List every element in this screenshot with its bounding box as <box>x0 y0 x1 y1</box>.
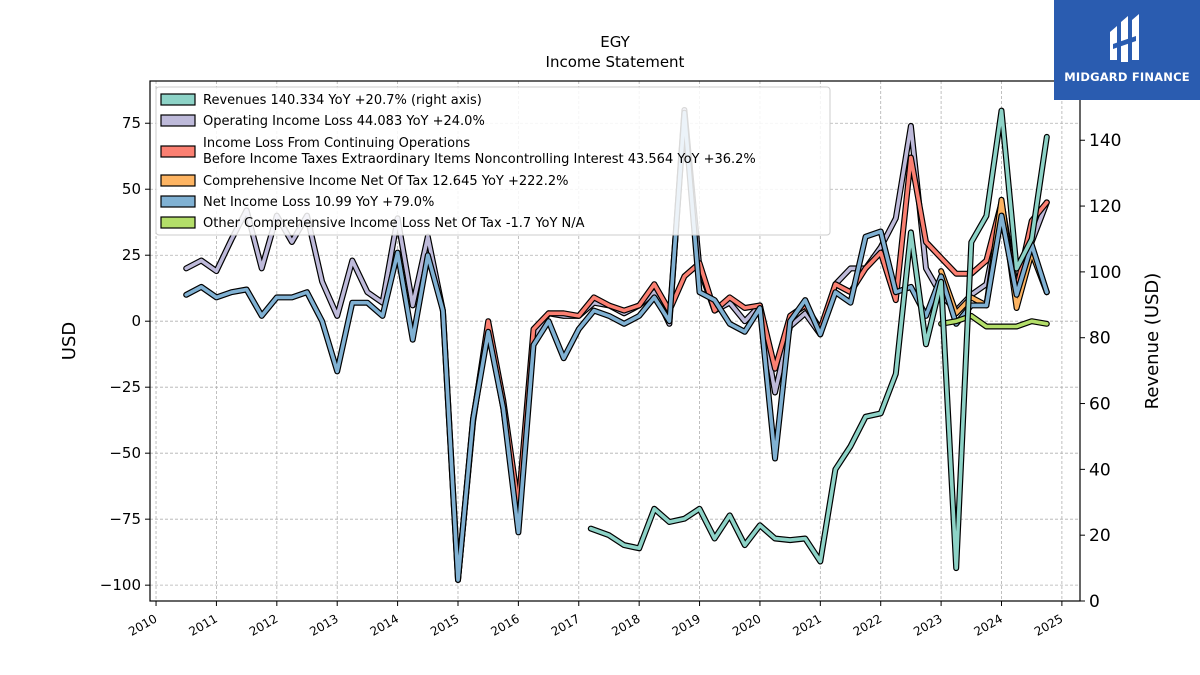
x-tick-label: 2014 <box>368 611 401 638</box>
plot-frame <box>149 80 1081 602</box>
legend-item-income-before-taxes: Income Loss From Continuing Operations B… <box>160 136 756 167</box>
legend-item-revenues: Revenues 140.334 YoY +20.7% (right axis) <box>160 93 482 108</box>
legend-swatch-revenues <box>160 93 196 106</box>
chart-subtitle: Income Statement <box>546 53 685 71</box>
y-right-tick-label: 100 <box>1089 263 1121 283</box>
y-tick-label: −25 <box>109 378 141 396</box>
x-tick-label: 2022 <box>851 611 884 638</box>
x-tick-label: 2015 <box>428 611 461 638</box>
y-tick-label: 0 <box>131 312 141 330</box>
legend-label-revenues: Revenues 140.334 YoY +20.7% (right axis) <box>203 93 482 108</box>
legend-item-operating-income: Operating Income Loss 44.083 YoY +24.0% <box>160 114 485 129</box>
x-tick-label: 2021 <box>790 611 823 638</box>
x-tick-label: 2025 <box>1032 611 1065 638</box>
legend-label-net-income: Net Income Loss 10.99 YoY +79.0% <box>203 195 434 210</box>
logo-mark-icon <box>1054 0 1200 100</box>
legend-label-income-before-taxes-line2: Before Income Taxes Extraordinary Items … <box>203 152 756 167</box>
y-right-tick-label: 20 <box>1089 526 1111 546</box>
series-line-income-loss-from-continuing-operations-b <box>456 155 1049 582</box>
x-tick-label: 2018 <box>609 611 642 638</box>
y-tick-label: 25 <box>122 246 141 264</box>
x-tick-label: 2016 <box>488 611 521 638</box>
series-lines <box>183 107 1050 583</box>
x-tick-label: 2017 <box>549 611 582 638</box>
legend-item-comprehensive-income: Comprehensive Income Net Of Tax 12.645 Y… <box>160 174 568 189</box>
y-right-tick-label: 40 <box>1089 460 1111 480</box>
legend-swatch-net-income <box>160 195 196 208</box>
series-line-other-comprehensive-income-loss-net-of-t <box>939 314 1049 329</box>
x-tick-label: 2010 <box>126 611 159 638</box>
logo-text: MIDGARD FINANCE <box>1064 70 1190 84</box>
chart-title: EGY <box>600 33 630 51</box>
x-tick-label: 2023 <box>911 611 944 638</box>
legend-label-operating-income: Operating Income Loss 44.083 YoY +24.0% <box>203 114 485 129</box>
legend-label-comprehensive-income: Comprehensive Income Net Of Tax 12.645 Y… <box>203 174 568 189</box>
y-tick-label: 75 <box>122 114 141 132</box>
x-tick-label: 2012 <box>247 611 280 638</box>
legend-swatch-comprehensive-income <box>160 174 196 187</box>
y-right-tick-label: 0 <box>1089 592 1100 612</box>
legend-swatch-other-comprehensive <box>160 216 196 229</box>
legend-label-income-before-taxes-line1: Income Loss From Continuing Operations <box>203 136 470 151</box>
y-tick-label: −50 <box>109 444 141 462</box>
y-axis-label: USD <box>59 322 80 360</box>
legend: Revenues 140.334 YoY +20.7% (right axis)… <box>155 86 831 236</box>
x-tick-label: 2024 <box>972 611 1005 638</box>
legend-item-other-comprehensive: Other Comprehensive Income Loss Net Of T… <box>160 216 585 231</box>
y-right-tick-label: 80 <box>1089 329 1111 349</box>
legend-swatch-income-before-taxes <box>160 145 196 158</box>
y-right-tick-label: 140 <box>1089 131 1121 151</box>
y-axis-right-label: Revenue (USD) <box>1142 273 1163 410</box>
legend-label-other-comprehensive: Other Comprehensive Income Loss Net Of T… <box>203 216 585 231</box>
x-tick-label: 2019 <box>670 611 703 638</box>
x-tick-label: 2020 <box>730 611 763 638</box>
y-tick-label: −75 <box>109 510 141 528</box>
logo: MIDGARD FINANCE <box>1054 0 1200 100</box>
y-tick-label: −100 <box>100 576 141 594</box>
legend-swatch-operating-income <box>160 114 196 127</box>
x-tick-label: 2011 <box>186 611 219 638</box>
x-tick-label: 2013 <box>307 611 340 638</box>
legend-box <box>155 86 831 236</box>
y-right-tick-label: 60 <box>1089 395 1111 415</box>
y-right-tick-label: 120 <box>1089 197 1121 217</box>
y-tick-label: 50 <box>122 180 141 198</box>
legend-item-net-income: Net Income Loss 10.99 YoY +79.0% <box>160 195 434 210</box>
series-line-revenues <box>588 108 1049 570</box>
